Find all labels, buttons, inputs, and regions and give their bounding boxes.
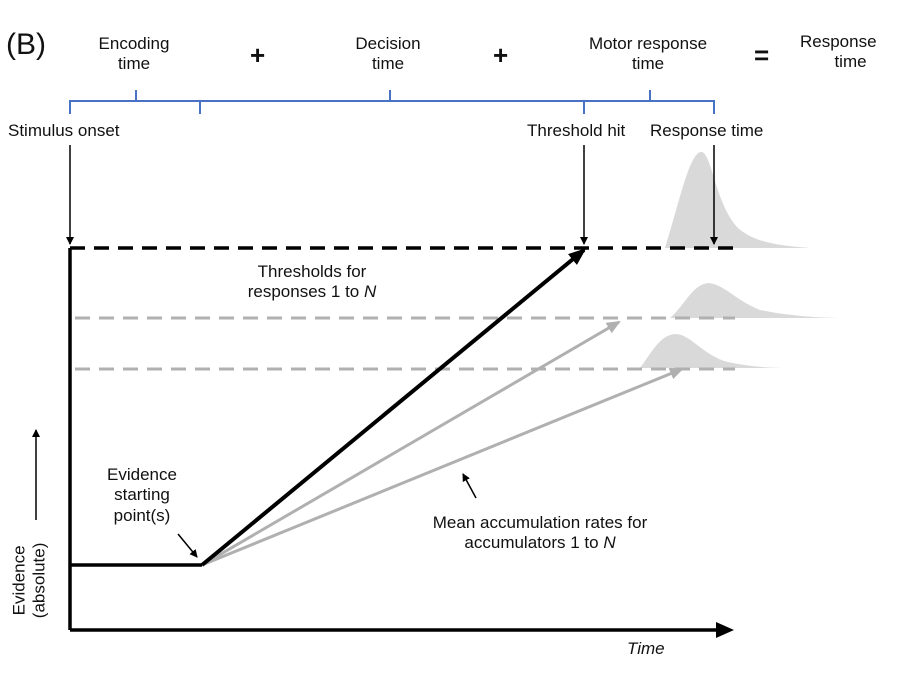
accumulator-arrow-3 <box>201 367 684 567</box>
equals-sign: = <box>754 40 770 70</box>
middle-distribution <box>670 283 845 318</box>
x-axis-label: Time <box>627 639 665 658</box>
bottom-distribution <box>640 334 790 368</box>
accumulator-arrow-2 <box>201 320 621 567</box>
encoding-bracket <box>69 90 201 114</box>
x-axis-arrowhead <box>716 622 734 638</box>
decision-time-label: Decision time <box>355 34 421 74</box>
time-brackets <box>69 90 715 114</box>
threshold-hit-label: Threshold hit <box>527 121 626 140</box>
motor-response-time-label: Motor response time <box>588 34 708 74</box>
starting-point-pointer <box>177 533 198 558</box>
encoding-time-label: Encoding time <box>98 34 170 74</box>
response-time-label: Response time <box>650 121 764 140</box>
plus-sign-2: + <box>493 40 509 70</box>
thresholds-label: Thresholds for responses 1 to N <box>247 262 377 302</box>
motor-bracket <box>584 90 715 114</box>
rates-pointer <box>462 473 477 499</box>
plus-sign-1: + <box>250 40 266 70</box>
stimulus-onset-label: Stimulus onset <box>8 121 120 140</box>
response-time-header-label: Response time <box>800 32 877 72</box>
top-distribution <box>665 151 810 248</box>
accumulation-rates-label: Mean accumulation rates for accumulators… <box>432 513 648 553</box>
accumulator-arrow-1 <box>200 248 587 567</box>
decision-bracket <box>200 90 585 114</box>
panel-label: (B) <box>6 28 46 61</box>
starting-point-label: Evidence starting point(s) <box>107 465 177 525</box>
